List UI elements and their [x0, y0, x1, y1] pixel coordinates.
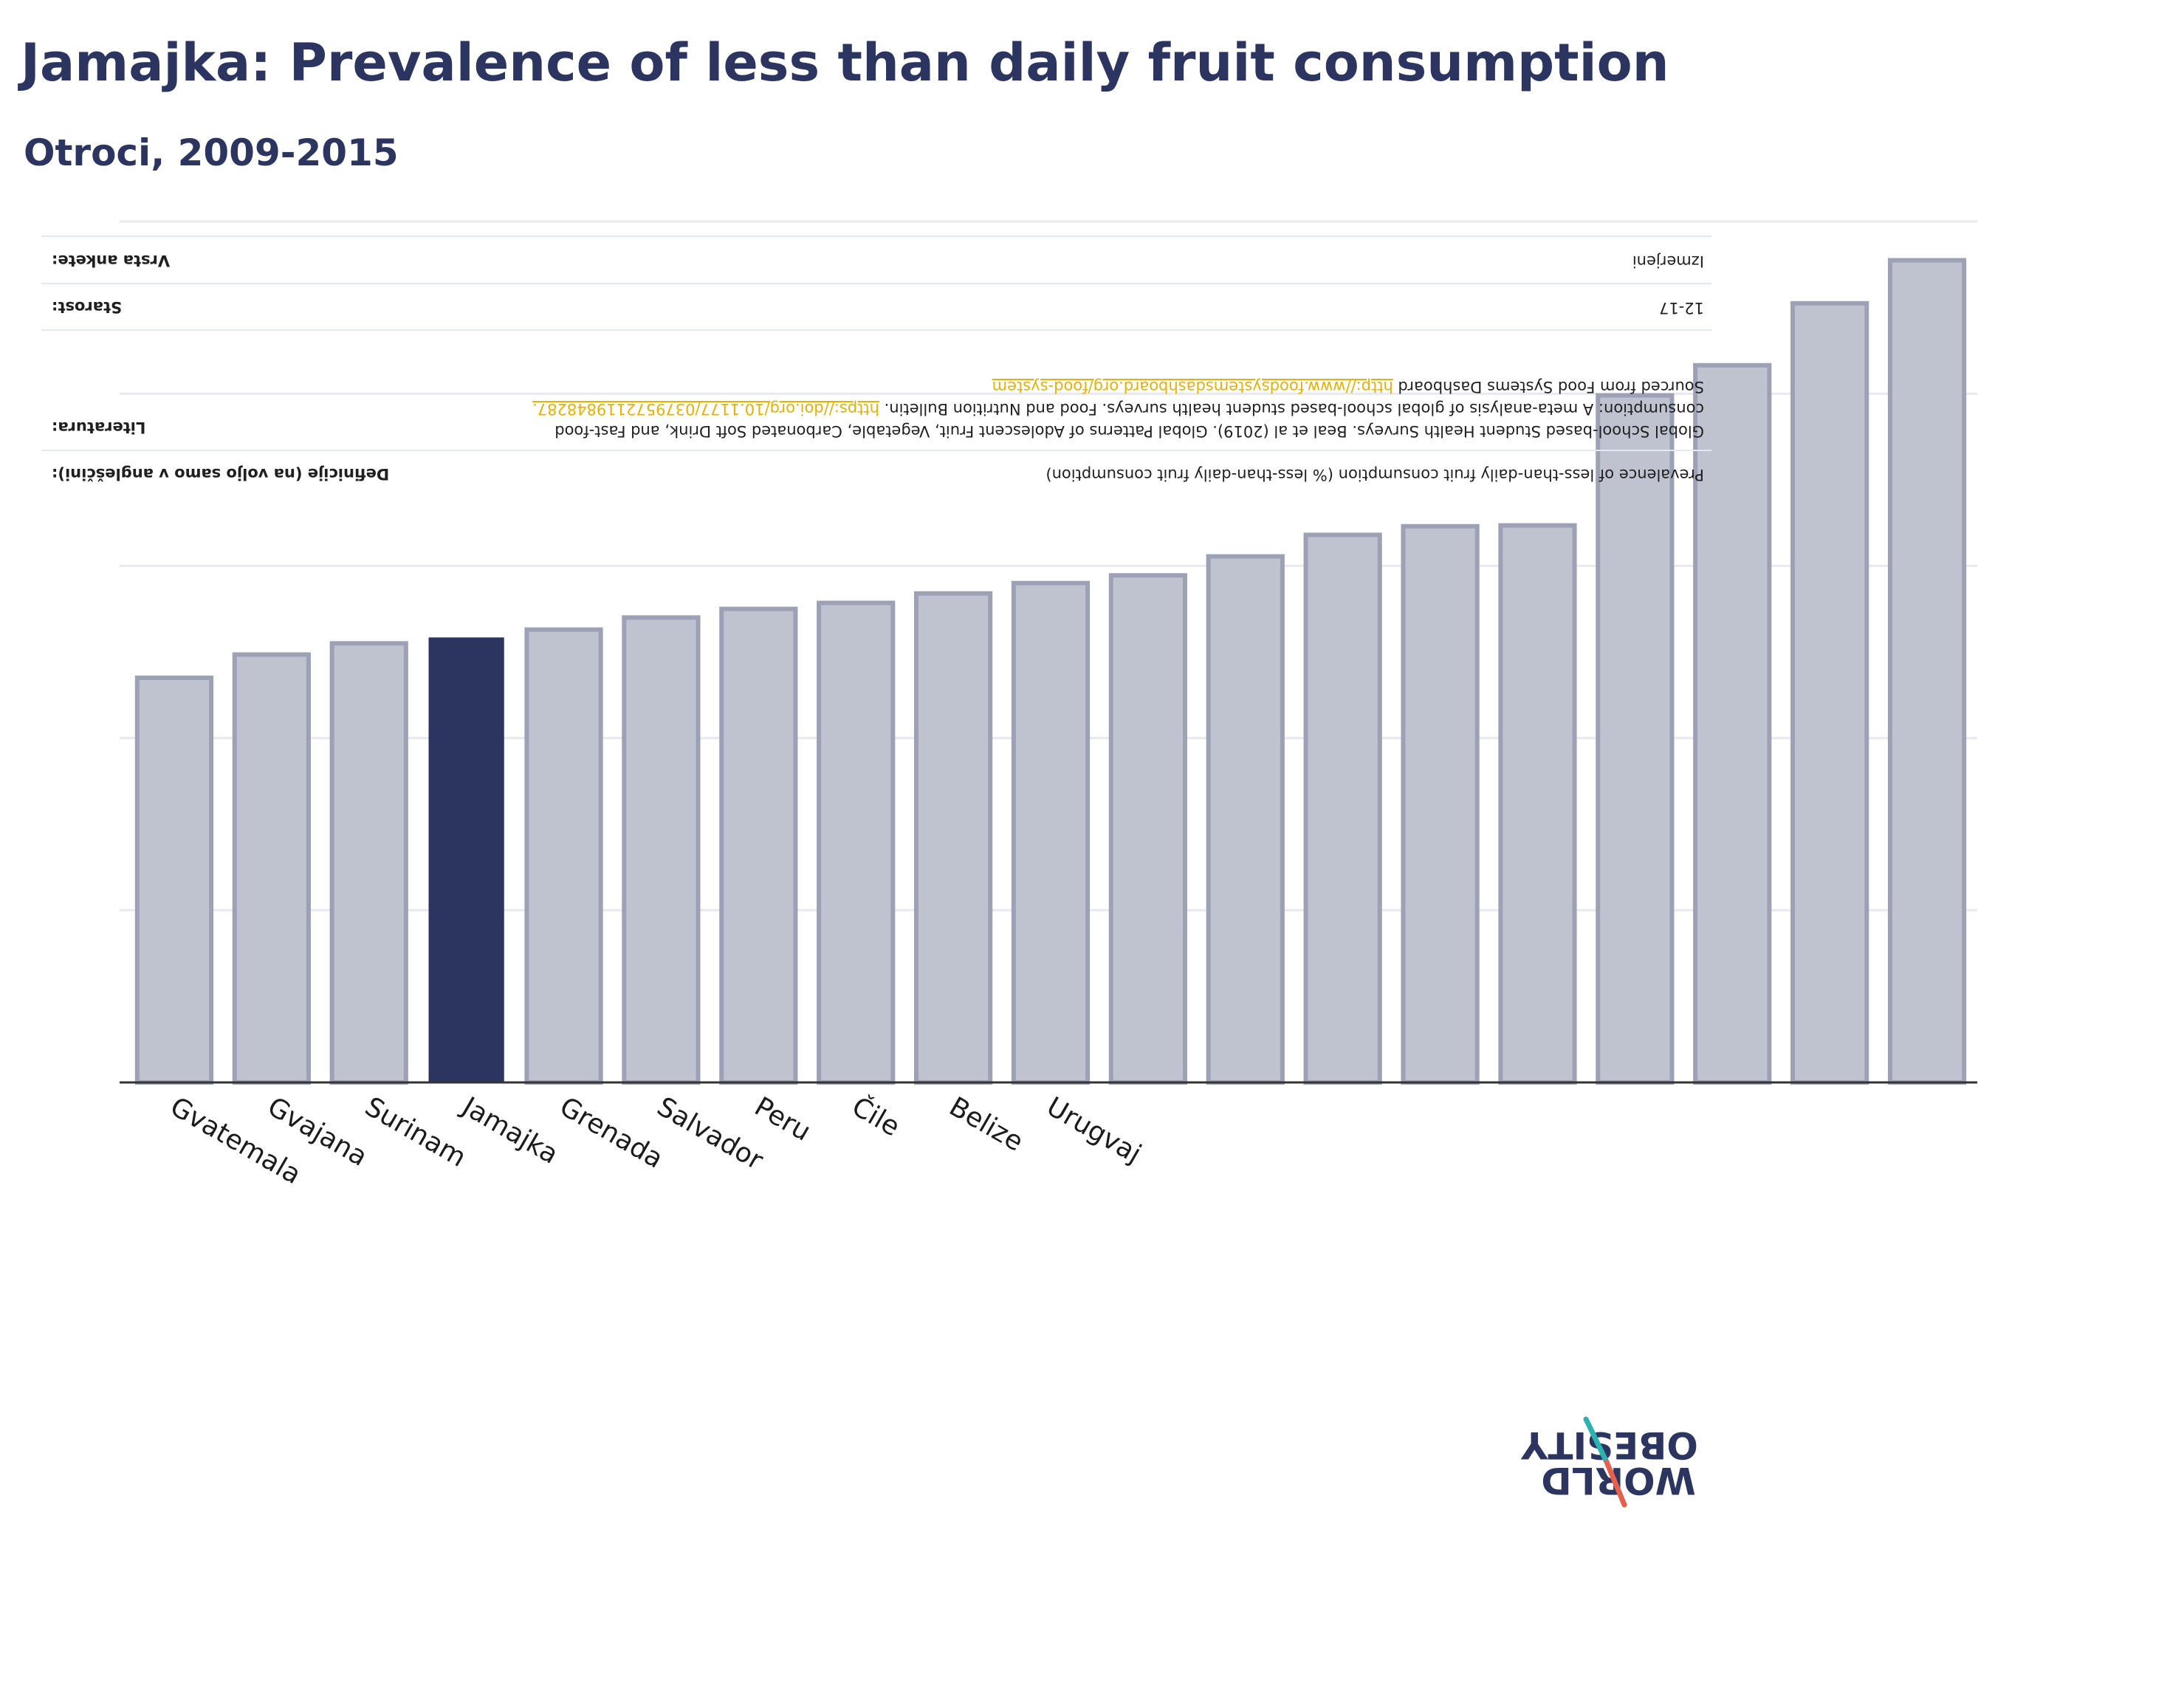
info-table: Definicije (na voljo samo v angleščini):…: [41, 235, 1711, 498]
bar: [1596, 393, 1675, 1085]
bar: [1108, 573, 1188, 1085]
info-row-definition: Definicije (na voljo samo v angleščini):…: [41, 450, 1711, 498]
x-tick-label: Peru: [749, 1091, 816, 1147]
info-row-age: Starost: 12-17: [41, 283, 1711, 331]
bar: [1498, 523, 1577, 1085]
x-tick-label: Jamajka: [456, 1091, 563, 1170]
logo-line-obesity: OBESITY: [1520, 1424, 1697, 1466]
chart-title: Jamajka: Prevalence of less than daily f…: [21, 32, 1669, 93]
bar: [329, 641, 408, 1085]
info-row-survey-type: Vrsta ankete: Izmerjeni: [41, 236, 1711, 284]
doi-link[interactable]: https://doi.org/10.1177/0379572119848287…: [532, 400, 879, 418]
info-value-definition: Prevalence of less-than-daily fruit cons…: [1045, 466, 1704, 484]
info-label-survey-type: Vrsta ankete:: [52, 252, 171, 269]
logo-slash-teal: [1583, 1416, 1610, 1465]
bar: [134, 675, 214, 1085]
bar: [1693, 363, 1772, 1085]
info-value-survey-type: Izmerjeni: [1632, 253, 1704, 270]
chart-subtitle: Otroci, 2009-2015: [24, 131, 399, 174]
info-label-age: Starost:: [52, 298, 123, 316]
bar: [913, 591, 993, 1085]
bar: [232, 652, 311, 1085]
bar-highlighted: [428, 637, 504, 1083]
info-label-definition: Definicije (na voljo samo v angleščini):: [52, 465, 390, 483]
dashboard-link[interactable]: http://www.foodsystemsdashboard.org/food…: [992, 378, 1393, 396]
literature-source-text: Sourced from Food Systems Dashboard: [1393, 378, 1704, 396]
bar: [524, 627, 603, 1085]
x-tick-label: Salvador: [652, 1091, 768, 1176]
x-tick-label: Čile: [847, 1091, 905, 1142]
x-tick-labels: GvatemalaGvajanaSurinamJamajkaGrenadaSal…: [165, 1091, 1146, 1190]
info-row-literature: Literatura: Global School-based Student …: [41, 329, 1711, 451]
bars: [134, 258, 1967, 1085]
info-value-age: 12-17: [1658, 299, 1704, 317]
bar: [622, 615, 701, 1085]
x-tick-label: Grenada: [554, 1091, 668, 1174]
bar: [1790, 301, 1869, 1085]
bar: [1303, 532, 1382, 1085]
info-label-literature: Literatura:: [52, 419, 146, 436]
world-obesity-logo: OBESITY WORLD: [1520, 1416, 1698, 1508]
x-tick-label: Urugvaj: [1042, 1091, 1147, 1170]
logo-slash-red: [1604, 1459, 1627, 1508]
bar: [817, 600, 896, 1085]
x-tick-label: Belize: [944, 1091, 1029, 1157]
bar: [719, 606, 798, 1085]
info-value-literature: Global School-based Student Health Surve…: [493, 376, 1704, 442]
bar: [1011, 580, 1091, 1085]
bar: [1401, 523, 1480, 1085]
bar: [1206, 554, 1285, 1085]
bar: [1887, 258, 1967, 1085]
x-tick-label: Surinam: [360, 1091, 471, 1173]
